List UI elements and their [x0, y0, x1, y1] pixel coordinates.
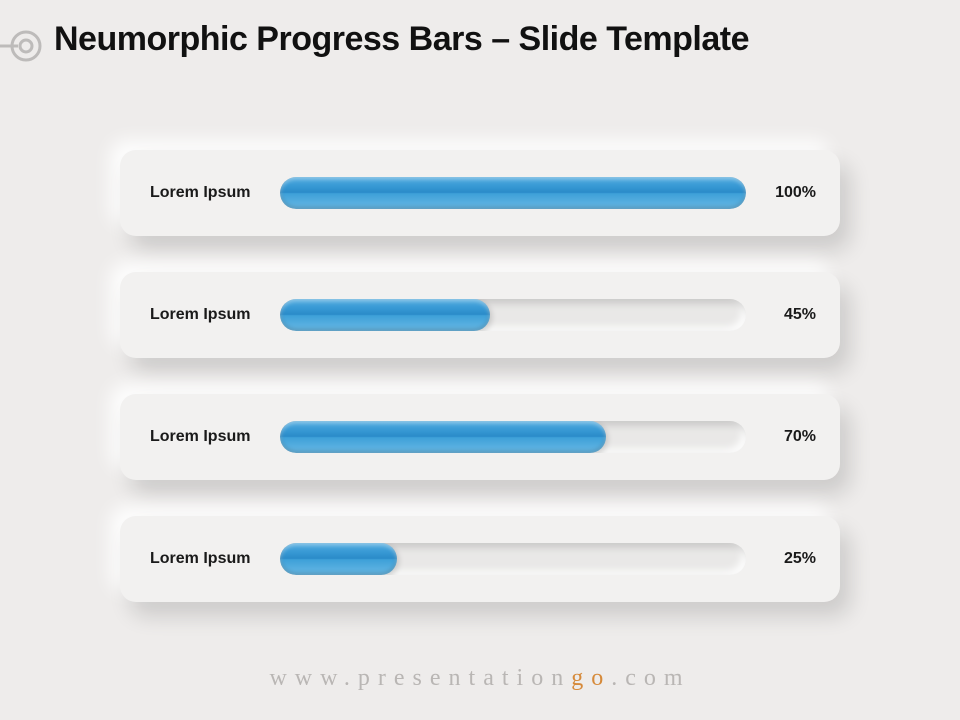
watermark-accent: go	[571, 665, 611, 691]
bar-label: Lorem Ipsum	[150, 184, 280, 202]
watermark-prefix: www.	[269, 665, 357, 691]
bar-label: Lorem Ipsum	[150, 550, 280, 568]
progress-card: Lorem Ipsum 45%	[120, 272, 840, 358]
bar-track	[280, 299, 746, 331]
progress-bars-container: Lorem Ipsum 100% Lorem Ipsum 45% Lorem I…	[120, 150, 840, 638]
bar-percent: 70%	[746, 428, 816, 446]
bar-label: Lorem Ipsum	[150, 428, 280, 446]
bar-fill	[280, 543, 397, 575]
watermark-mid: presentation	[358, 665, 571, 691]
watermark: www.presentationgo.com	[0, 665, 960, 692]
slide-header: Neumorphic Progress Bars – Slide Templat…	[0, 20, 960, 71]
bar-fill	[280, 421, 606, 453]
bar-percent: 100%	[746, 184, 816, 202]
bar-percent: 25%	[746, 550, 816, 568]
progress-card: Lorem Ipsum 25%	[120, 516, 840, 602]
bar-fill	[280, 299, 490, 331]
progress-card: Lorem Ipsum 70%	[120, 394, 840, 480]
progress-card: Lorem Ipsum 100%	[120, 150, 840, 236]
bar-track	[280, 177, 746, 209]
bar-label: Lorem Ipsum	[150, 306, 280, 324]
slide-title: Neumorphic Progress Bars – Slide Templat…	[54, 20, 749, 59]
bar-fill	[280, 177, 746, 209]
bar-track	[280, 543, 746, 575]
watermark-suffix: .com	[611, 665, 690, 691]
bar-track	[280, 421, 746, 453]
target-icon	[0, 26, 42, 71]
bar-percent: 45%	[746, 306, 816, 324]
